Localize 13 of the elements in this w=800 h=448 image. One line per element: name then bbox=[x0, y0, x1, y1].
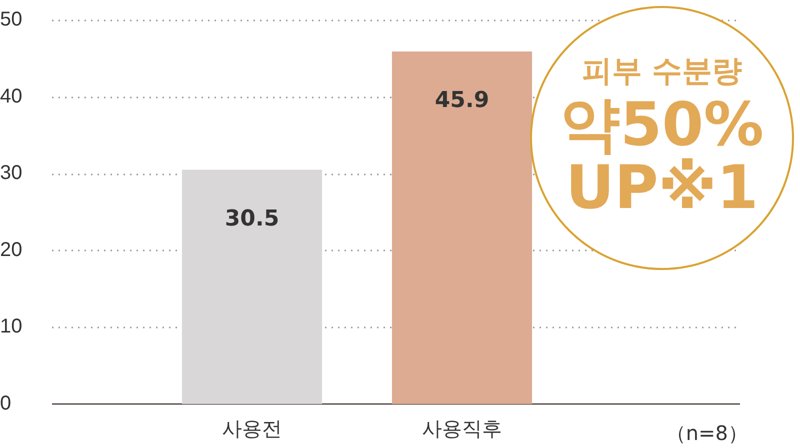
data-label: 45.9 bbox=[434, 88, 490, 114]
y-tick-label: 50 bbox=[0, 8, 22, 31]
y-tick-label: 30 bbox=[0, 162, 22, 184]
text: （n=8） bbox=[666, 420, 748, 447]
y-tick-label: 0 bbox=[0, 392, 12, 415]
y-tick-label: 20 bbox=[0, 238, 22, 261]
data-label: 30.5 bbox=[224, 206, 280, 232]
y-tick-label: 40 bbox=[0, 85, 22, 108]
annotation: 피부 수분량 약50% UP※1 bbox=[560, 54, 764, 223]
x-tick-label: 사용직후 bbox=[422, 418, 502, 441]
y-tick-label: 10 bbox=[0, 316, 22, 338]
x-tick-label: 사용전 bbox=[222, 418, 282, 441]
circle-badge: 피부 수분량 약50% UP※1 bbox=[530, 6, 794, 270]
